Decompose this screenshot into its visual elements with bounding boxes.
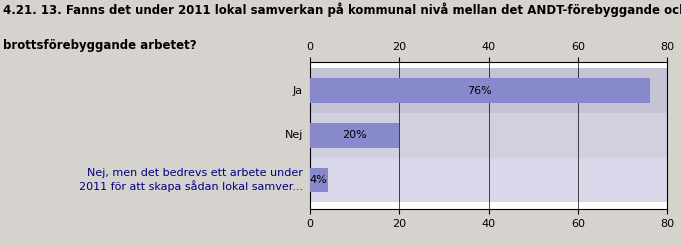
Bar bbox=[310, 68, 667, 113]
Text: Ja: Ja bbox=[293, 86, 303, 96]
Bar bbox=[310, 168, 328, 192]
Bar bbox=[310, 158, 667, 202]
Bar bbox=[310, 113, 667, 158]
Text: brottsförebyggande arbetet?: brottsförebyggande arbetet? bbox=[3, 39, 197, 52]
Text: 4.21. 13. Fanns det under 2011 lokal samverkan på kommunal nivå mellan det ANDT-: 4.21. 13. Fanns det under 2011 lokal sam… bbox=[3, 2, 681, 17]
Bar bbox=[310, 123, 399, 148]
Bar bbox=[310, 78, 650, 103]
Text: Nej, men det bedrevs ett arbete under
2011 för att skapa sådan lokal samver...: Nej, men det bedrevs ett arbete under 20… bbox=[79, 168, 303, 192]
Text: Nej: Nej bbox=[285, 130, 303, 140]
Text: 4%: 4% bbox=[310, 175, 328, 185]
Text: 76%: 76% bbox=[467, 86, 492, 96]
Text: 20%: 20% bbox=[342, 130, 367, 140]
